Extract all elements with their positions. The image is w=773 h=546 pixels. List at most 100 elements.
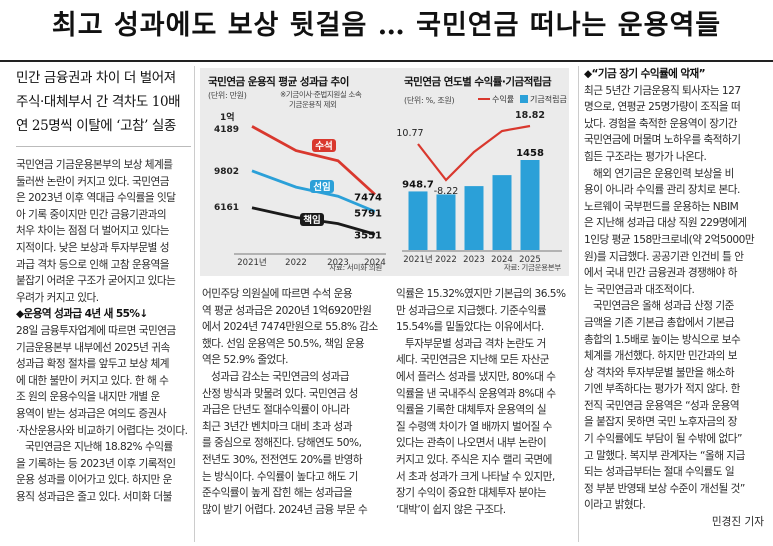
series-name-책임: 책임 [303, 214, 320, 226]
chart1-note-line: ※기금이사·준법지원실 소속 [280, 90, 362, 99]
bar [464, 186, 484, 250]
end-value-label: 5791 [354, 209, 382, 220]
body-line: 국민연금은 지난해 18.82% 수익률 [25, 441, 173, 454]
subheading: ◆“기금 장기 수익률에 악재” [584, 68, 706, 80]
body-line: 힘든 구조라는 평가가 나온다. [584, 150, 707, 163]
body-line: 서 초과 성과가 크게 나타날 수 있지만, [396, 470, 555, 483]
body-line: 났다. 경험을 축적한 운용역이 장기간 [584, 117, 738, 130]
body-line: 붙잡기 어려운 구조가 굳어지고 있다는 [16, 275, 176, 288]
deck-line: 민간 금융권과 차이 더 벌어져 [16, 70, 176, 86]
body-line: 익률을 낸 국내주식 운용역과 8%대 수 [396, 387, 556, 400]
body-line: 질 수령액 차이가 열 배까지 벌어질 수 [396, 420, 552, 433]
x-tick-label: 2025 [519, 255, 541, 265]
start-value-label: 4189 [214, 125, 239, 135]
body-line: 커지고 있다. 주식은 지수 랠리 국면에 [396, 453, 552, 466]
body-line: 은 지난해 성과급 대상 직원 229명에게 [584, 217, 747, 230]
body-line: 처우 차이는 점점 더 벌어지고 있다는 [16, 225, 170, 238]
deck-line: 주식·대체부서 간 격차도 10배 [16, 94, 181, 110]
body-line: 에 대한 불만이 커지고 있다. 한 해 수 [16, 374, 169, 387]
body-line: 노르웨이 국부펀드를 운용하는 NBIM [584, 200, 739, 213]
x-tick-label: 2024 [364, 258, 386, 268]
middle-column-2: 익률은 15.32%였지만 기본급의 36.5% 만 성과급으로 지급했다. 기준… [396, 286, 576, 518]
series-tag-수석 [312, 139, 336, 152]
body-line: 투자부문별 성과급 격차 논란도 거 [405, 337, 546, 350]
x-tick-label: 2023 [327, 258, 349, 268]
body-line: 운용 성과를 이어가고 있다. 하지만 운 [16, 474, 172, 487]
body-line: 해외 연기금은 운용인력 보상을 비 [593, 167, 734, 180]
body-line: 성과급 확정 절차를 앞두고 보상 체계 [16, 358, 170, 371]
legend-bar-swatch [520, 95, 528, 103]
body-line: 전년도 30%, 전전연도 20%를 반영하 [202, 453, 363, 466]
body-line: 만 성과급으로 지급했다. 기준수익률 [396, 304, 547, 317]
body-line: 국민연금 기금운용본부의 보상 체계를 [16, 159, 173, 171]
chart2-source: 자료: 기금운용본부 [503, 263, 561, 272]
chart1-source: 자료: 서미화 의원 [329, 263, 382, 272]
body-line: 15.54%를 밑돌았다는 이유에서다. [396, 321, 544, 334]
body-line: 기금운용본부 내부에선 2025년 귀속 [16, 341, 170, 354]
x-tick-label: 2021년 [403, 254, 432, 265]
body-line: 는 국민연금과 대조적이다. [584, 283, 695, 296]
chart1-unit: (단위: 만원) [208, 91, 247, 100]
chart1-title: 국민연금 운용직 평균 성과급 추이 [208, 76, 349, 88]
body-line: 과급 격차 등으로 인해 고참 운용역을 [16, 258, 170, 271]
x-tick-label: 2024 [491, 255, 513, 265]
headline-rule [0, 60, 773, 62]
chart1-note-line: 기금운용직 제외 [289, 100, 337, 109]
body-line: 상 격차와 투자부문별 불만을 해소하 [584, 366, 735, 379]
body-line: 은 2023년 이후 역대급 수익률을 잇달 [16, 192, 176, 205]
body-line: ·자산운용사와 비교하기 어렵다는 것이다. [16, 424, 188, 437]
chart2-unit: (단위: %, 조원) [404, 96, 455, 105]
body-line: 우려가 커지고 있다. [16, 291, 99, 304]
line-value-label: 10.77 [396, 128, 423, 139]
body-line: 을 기록하는 등 2023년 이후 기록적인 [16, 457, 176, 470]
bar-value-label: 1458 [516, 148, 544, 159]
start-value-label: 1억 [220, 111, 235, 123]
series-tag-책임 [300, 213, 324, 226]
column-divider [194, 66, 195, 542]
series-name-수석: 수석 [315, 140, 332, 152]
bar [408, 191, 428, 250]
body-line: 원)를 지급했다. 공공기관 인건비 틀 안 [584, 250, 744, 263]
body-line: 준수익률이 높게 잡힌 해는 성과급을 [202, 487, 353, 500]
deck-line: 연 25명씩 이탈에 ‘고참’ 실종 [16, 118, 176, 134]
body-line: 산정 방식과 맞물려 있다. 국민연금 성 [202, 387, 358, 400]
legend-label: 수익률 [492, 94, 514, 104]
body-line: 국민연금은 올해 성과급 산정 기준 [593, 300, 734, 313]
body-line: 에서 플러스 성과를 냈지만, 80%대 수 [396, 370, 556, 383]
bar [520, 160, 540, 250]
body-line: 많이 받기 어렵다. 2024년 금융 부문 수 [202, 503, 368, 516]
x-tick-label: 2023 [463, 255, 485, 265]
body-line: 어민주당 의원실에 따르면 수석 운용 [202, 288, 353, 300]
body-line: 28일 금융투자업계에 따르면 국민연금 [16, 324, 176, 337]
body-line: 했다. 선임 운용역은 50.5%, 책임 운용 [202, 337, 365, 350]
start-value-label: 6161 [214, 203, 239, 213]
line-value-label: 18.82 [515, 110, 545, 121]
returns-line [417, 124, 531, 182]
body-line: 금액을 기존 기본급 총합에서 기본급 [584, 316, 735, 329]
deck: 민간 금융권과 차이 더 벌어져 주식·대체부서 간 격차도 10배 연 25명… [16, 66, 191, 147]
body-line: 역 평균 성과급은 2020년 1억6920만원 [202, 304, 372, 317]
line-value-label: -8.22 [434, 186, 459, 197]
body-line: 최근 3년간 벤치마크 대비 초과 성과 [202, 420, 353, 433]
body-line: 국민연금에 머물며 노하우를 축적하기 [584, 134, 741, 147]
body-line: 체계를 개선했다. 하지만 민간과의 보 [584, 350, 738, 363]
column-divider [578, 66, 579, 542]
chart1-note: ※기금이사·준법지원실 소속 기금운용직 제외 [280, 90, 362, 110]
body-line: 세다. 국민연금은 지난해 모든 자산군 [396, 354, 550, 367]
body-line: ‘대박’이 쉽지 않은 구조다. [396, 503, 506, 516]
bar [436, 194, 456, 250]
body-line: 전직 국민연금 운용역은 “성과 운용역 [584, 399, 740, 412]
body-line: 역은 52.9% 줄었다. [202, 354, 289, 367]
bar-value-label: 948.7 [402, 179, 434, 190]
chart2-title: 국민연금 연도별 수익률·기금적립금 [404, 76, 552, 88]
body-line: 둘러싼 논란이 커지고 있다. 국민연금 [16, 175, 170, 188]
end-value-label: 7474 [354, 192, 382, 203]
body-line: 용직 성과급은 줄고 있다. 서미화 더불 [16, 490, 172, 503]
start-value-label: 9802 [214, 167, 239, 177]
byline: 민경진 기자 [711, 516, 764, 529]
body-line: 을 붙잡지 못하면 국민 노후자금의 장 [584, 416, 738, 429]
